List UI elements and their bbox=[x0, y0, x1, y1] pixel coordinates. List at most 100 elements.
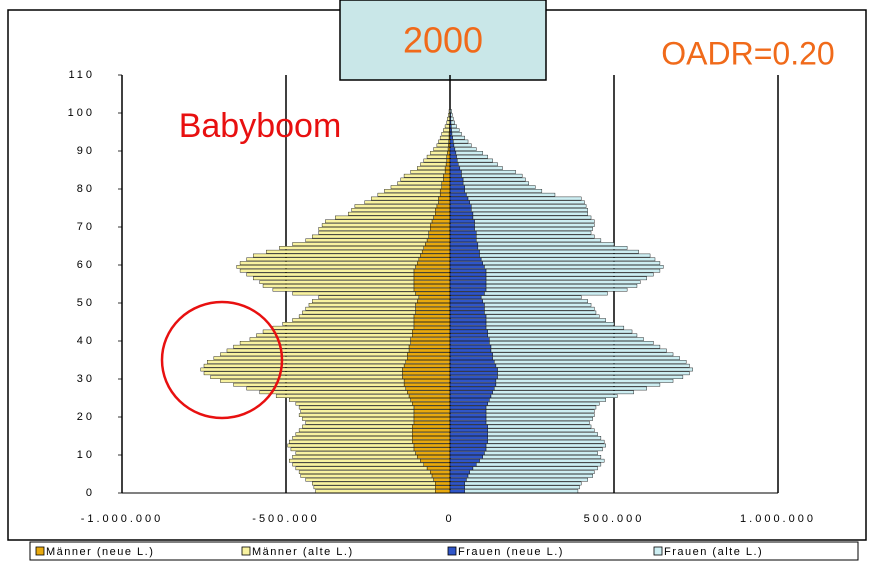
bar bbox=[449, 158, 458, 163]
bar bbox=[449, 424, 488, 429]
bar bbox=[449, 337, 490, 341]
bar bbox=[420, 458, 451, 463]
y-tick-label: 100 bbox=[68, 107, 95, 119]
x-tick-label: 500.000 bbox=[584, 513, 645, 525]
y-tick-label: 40 bbox=[77, 335, 95, 347]
bar bbox=[469, 470, 595, 474]
bar bbox=[402, 371, 451, 376]
bar bbox=[474, 227, 593, 231]
bar bbox=[449, 466, 474, 471]
bar bbox=[295, 401, 413, 406]
bar bbox=[449, 295, 482, 300]
bar bbox=[449, 417, 487, 421]
bar bbox=[487, 333, 638, 338]
bar bbox=[451, 132, 462, 136]
bar bbox=[413, 276, 451, 281]
bar bbox=[213, 356, 408, 360]
chart-title: 2000 bbox=[403, 20, 483, 61]
bar bbox=[405, 386, 451, 391]
bar bbox=[495, 382, 661, 387]
bar bbox=[492, 352, 674, 357]
bar bbox=[472, 211, 588, 216]
bar bbox=[312, 299, 418, 303]
bar bbox=[354, 204, 438, 208]
bar bbox=[485, 318, 606, 322]
bar bbox=[438, 196, 451, 201]
bar bbox=[415, 303, 451, 307]
bar bbox=[449, 348, 492, 353]
bar bbox=[275, 394, 410, 398]
legend-swatch bbox=[35, 546, 45, 556]
bar bbox=[305, 420, 415, 425]
bar bbox=[449, 390, 493, 395]
bar bbox=[412, 401, 451, 406]
bar bbox=[485, 287, 628, 292]
legend-label: Männer (neue L.) bbox=[46, 546, 154, 558]
bar bbox=[430, 470, 451, 474]
highlight-circle bbox=[160, 300, 284, 420]
bar bbox=[479, 458, 605, 463]
x-tick-label: 0 bbox=[445, 513, 454, 525]
bar bbox=[487, 424, 592, 429]
bar bbox=[449, 249, 480, 254]
bar bbox=[449, 189, 465, 193]
bar bbox=[413, 409, 451, 414]
bar bbox=[410, 341, 451, 345]
bar bbox=[449, 489, 465, 493]
bar bbox=[449, 246, 479, 250]
bar bbox=[485, 413, 595, 417]
bar bbox=[449, 185, 465, 189]
annotation: OADR=0.20 bbox=[661, 35, 834, 71]
bar bbox=[449, 230, 477, 235]
bar bbox=[430, 151, 448, 155]
bar bbox=[403, 379, 451, 383]
bar bbox=[412, 424, 451, 429]
bar bbox=[479, 253, 651, 258]
bar bbox=[302, 417, 415, 421]
bar bbox=[449, 386, 495, 391]
bar bbox=[400, 177, 444, 182]
bar bbox=[295, 432, 413, 436]
bar bbox=[449, 238, 477, 243]
bar bbox=[449, 234, 477, 239]
bar bbox=[413, 287, 451, 292]
bar bbox=[415, 451, 451, 455]
bar bbox=[252, 276, 415, 281]
bar bbox=[485, 443, 606, 448]
bar bbox=[348, 211, 436, 216]
bar bbox=[433, 215, 451, 220]
bar bbox=[415, 310, 451, 315]
bar bbox=[449, 310, 485, 315]
bar bbox=[471, 208, 588, 212]
bar bbox=[423, 246, 451, 250]
bar bbox=[412, 432, 451, 436]
bar bbox=[435, 208, 451, 212]
bar bbox=[403, 363, 451, 368]
bar bbox=[449, 287, 487, 292]
bar bbox=[476, 238, 602, 243]
bar bbox=[407, 356, 451, 360]
bar bbox=[477, 246, 628, 250]
bar bbox=[425, 242, 451, 246]
bar bbox=[449, 192, 467, 197]
bar bbox=[444, 124, 450, 129]
bar bbox=[449, 352, 493, 357]
bar bbox=[412, 436, 451, 440]
bar bbox=[446, 120, 450, 125]
bar bbox=[449, 265, 485, 269]
bar bbox=[220, 379, 405, 383]
bar bbox=[441, 185, 451, 189]
bar bbox=[447, 116, 450, 121]
bar bbox=[413, 443, 451, 448]
bar bbox=[426, 466, 451, 471]
bar bbox=[292, 318, 415, 322]
bar bbox=[485, 284, 638, 288]
bar bbox=[495, 379, 674, 383]
bar bbox=[371, 196, 439, 201]
bar bbox=[485, 420, 590, 425]
bar bbox=[415, 306, 451, 311]
bar bbox=[449, 428, 488, 433]
bar bbox=[413, 413, 451, 417]
bar bbox=[413, 325, 451, 330]
bar bbox=[412, 333, 451, 338]
